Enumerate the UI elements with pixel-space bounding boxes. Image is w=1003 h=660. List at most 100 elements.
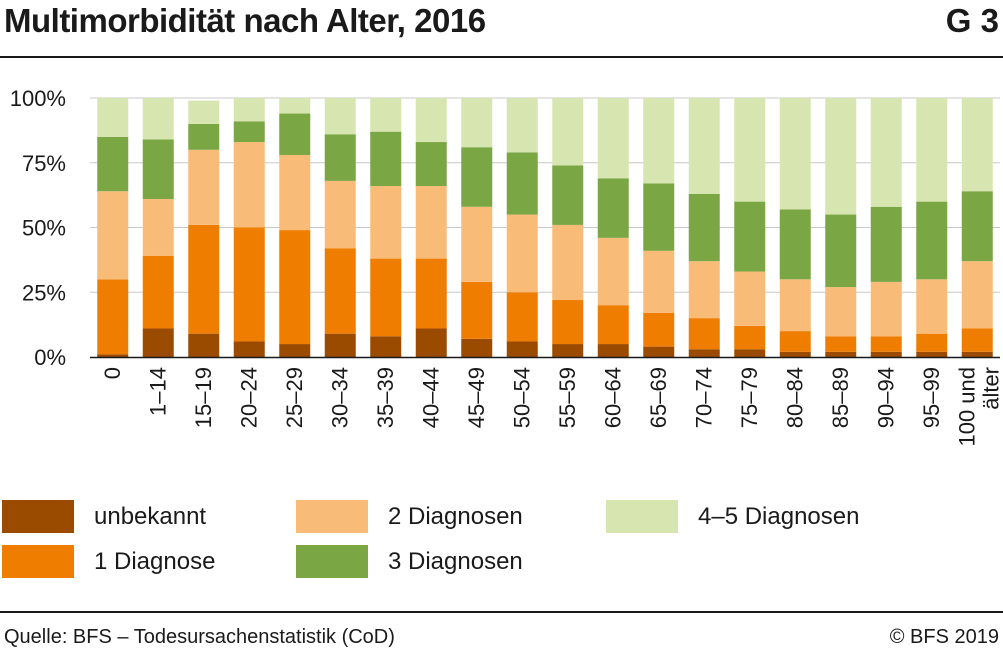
bar-segment — [279, 230, 311, 345]
stacked-bar-chart: 0% 25% 50% 75% 100% 0 1–14 15–19 20–24 25–29 30–34… — [10, 86, 1003, 447]
bar-segment — [825, 214, 857, 288]
bar-segment — [643, 183, 675, 251]
x-tick-label: 60–64 — [600, 367, 625, 428]
bar-segment — [870, 351, 902, 357]
bar-segment — [870, 336, 902, 352]
bar-segment — [688, 261, 720, 319]
bar-segment — [370, 336, 402, 357]
x-tick-label: 50–54 — [509, 367, 534, 428]
x-tick-label: 45–49 — [464, 367, 489, 428]
x-tick-label: 25–29 — [282, 367, 307, 428]
bar-segment — [779, 98, 811, 210]
legend-label-2-diagnosen: 2 Diagnosen — [388, 502, 523, 530]
chart-code: G 3 — [945, 2, 999, 39]
y-tick-label: 0% — [34, 345, 66, 370]
bar-segment — [188, 100, 220, 124]
bar-segment — [324, 134, 356, 181]
legend-label-unbekannt: unbekannt — [94, 502, 207, 530]
bar-segment — [688, 318, 720, 350]
bar-segment — [643, 98, 675, 184]
bar-segment — [825, 287, 857, 337]
bar-segment — [916, 351, 948, 357]
legend-item-2-diagnosen: 2 Diagnosen — [296, 500, 523, 533]
bar-segment — [279, 344, 311, 357]
x-tick-label: 90–94 — [873, 367, 898, 428]
bar-segment — [279, 154, 311, 231]
bar-segment — [597, 237, 629, 306]
legend-item-unbekannt: unbekannt — [2, 500, 206, 533]
bar-segment — [233, 341, 265, 357]
bar-segment — [597, 178, 629, 238]
legend-label-1-diagnose: 1 Diagnose — [94, 547, 216, 575]
bar-segment — [97, 98, 129, 137]
bar-segment — [552, 165, 584, 225]
bar-segment — [461, 281, 493, 339]
bar-segment — [142, 98, 174, 140]
bar-segment — [233, 227, 265, 342]
legend-label-4-5-diagnosen: 4–5 Diagnosen — [698, 502, 860, 530]
y-tick-label: 25% — [22, 280, 66, 305]
bar-segment — [415, 258, 447, 329]
bar-segment — [597, 305, 629, 345]
y-tick-label: 100% — [10, 86, 66, 111]
x-tick-label: 95–99 — [919, 367, 944, 428]
bar-segment — [961, 98, 993, 192]
bar-segment — [97, 191, 129, 280]
bar-segment — [961, 261, 993, 329]
bar-segment — [916, 201, 948, 280]
x-tick-label: 1–14 — [145, 367, 170, 416]
legend-item-1-diagnose: 1 Diagnose — [2, 545, 215, 578]
bottom-divider — [0, 611, 1003, 613]
bar-segment — [461, 338, 493, 357]
bar-segment — [916, 98, 948, 202]
bar-segment — [597, 344, 629, 357]
bar-segment — [188, 123, 220, 150]
bar-segment — [916, 333, 948, 352]
x-tick-label: 40–44 — [418, 367, 443, 428]
bar-segment — [779, 331, 811, 352]
x-tick-label: 80–84 — [782, 367, 807, 428]
bar-segment — [779, 351, 811, 357]
bar-segment — [506, 214, 538, 293]
bar-segment — [643, 346, 675, 357]
bar-segment — [870, 206, 902, 282]
legend-swatch-unbekannt — [2, 500, 74, 533]
bar-segment — [461, 206, 493, 282]
bar-segment — [370, 131, 402, 187]
bar-segment — [142, 255, 174, 329]
source-note: Quelle: BFS – Todesursachenstatistik (Co… — [4, 626, 395, 648]
bar-segment — [643, 312, 675, 347]
legend-item-4-5-diagnosen: 4–5 Diagnosen — [606, 500, 859, 533]
bar-segment — [370, 258, 402, 337]
bar-segment — [552, 300, 584, 345]
bar-segment — [643, 250, 675, 313]
x-tick-label: 0 — [100, 367, 125, 379]
x-tick-label: 55–59 — [555, 367, 580, 428]
legend-swatch-1-diagnose — [2, 545, 74, 578]
bar-segment — [870, 281, 902, 337]
bar-segment — [188, 149, 220, 225]
bar-segment — [916, 279, 948, 334]
bar-segment — [279, 113, 311, 155]
bar-segment — [142, 199, 174, 256]
y-tick-label: 75% — [22, 151, 66, 176]
bar-segment — [552, 98, 584, 166]
bar-segment — [370, 98, 402, 132]
bar-segment — [734, 271, 766, 326]
bar-segment — [825, 98, 857, 215]
bar-segment — [734, 349, 766, 357]
bar-segment — [552, 344, 584, 357]
x-tick-label: 20–24 — [236, 367, 261, 428]
bar-segment — [506, 98, 538, 153]
legend-label-3-diagnosen: 3 Diagnosen — [388, 547, 523, 575]
bar-segment — [279, 98, 311, 114]
y-tick-label: 50% — [22, 216, 66, 241]
legend-swatch-4-5-diagnosen — [606, 500, 678, 533]
x-tick-label: 75–79 — [737, 367, 762, 428]
legend-item-3-diagnosen: 3 Diagnosen — [296, 545, 523, 578]
bar-segment — [324, 98, 356, 135]
bar-segment — [324, 180, 356, 249]
bar-segment — [688, 349, 720, 357]
x-tick-label: 70–74 — [691, 367, 716, 428]
bar-segment — [142, 328, 174, 357]
